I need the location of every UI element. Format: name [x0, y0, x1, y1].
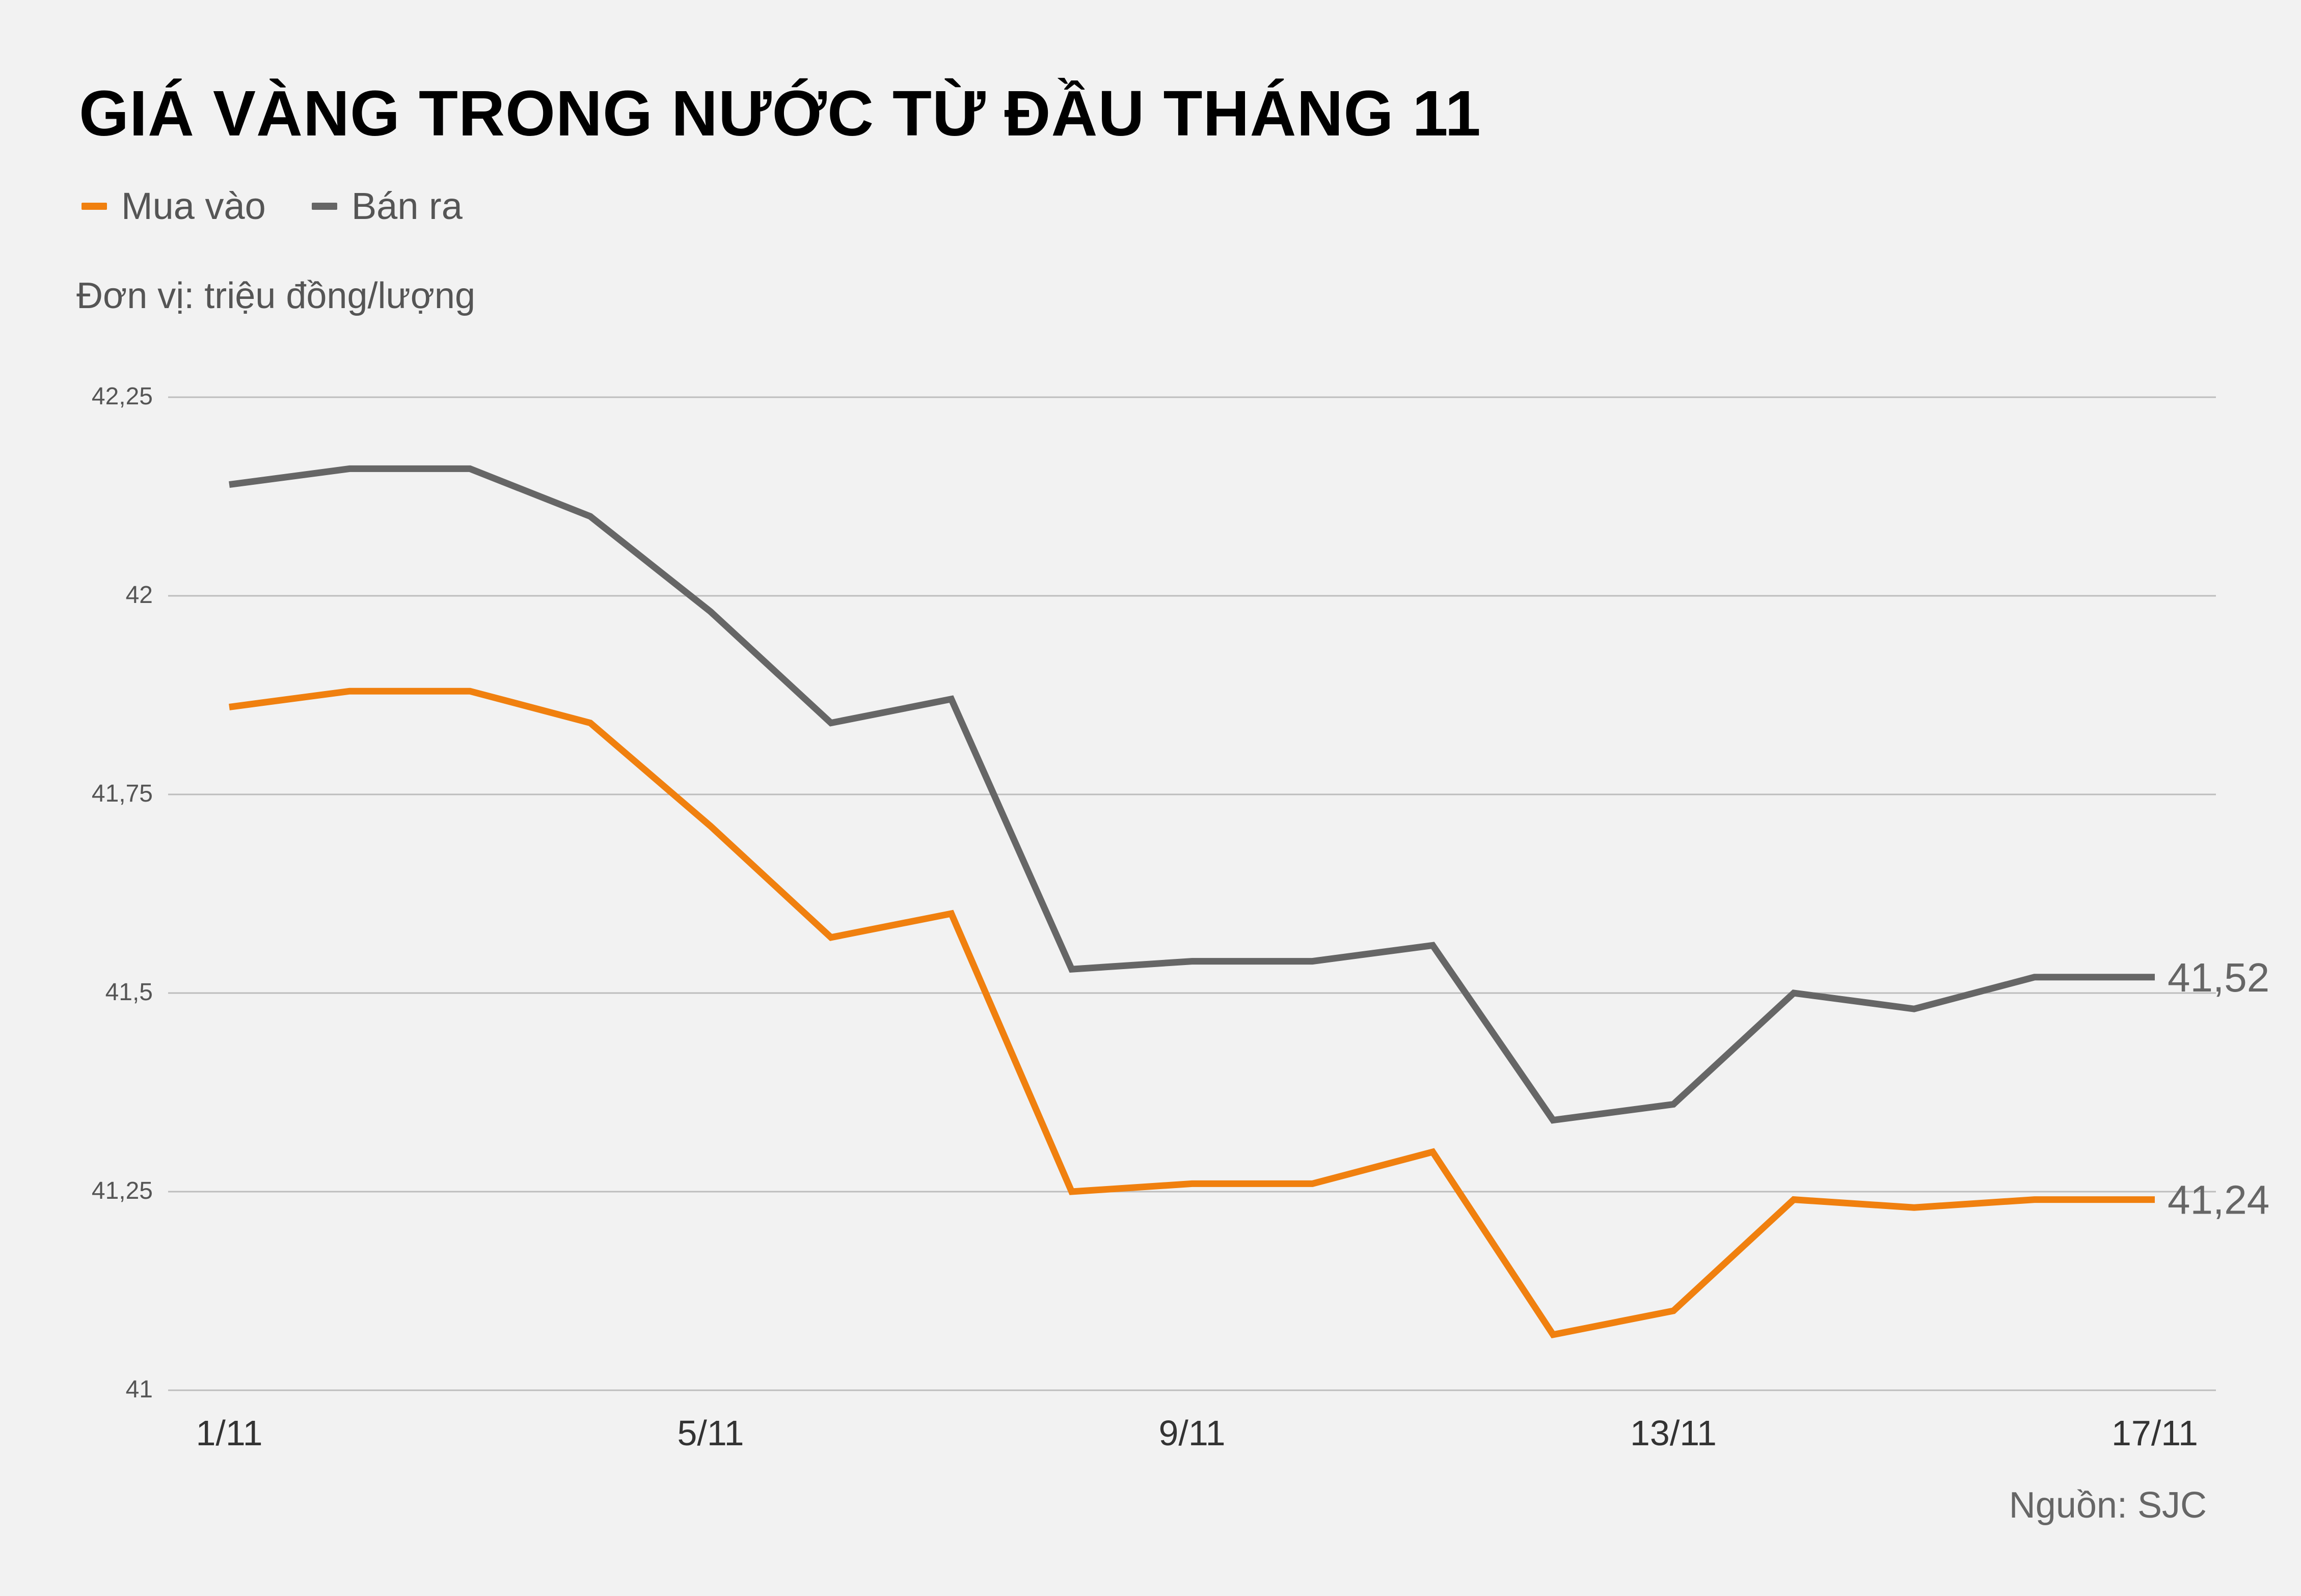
y-tick-label: 42,25 — [92, 383, 153, 410]
data-point — [828, 720, 834, 726]
y-tick-label: 42 — [126, 582, 153, 609]
data-point — [1791, 990, 1797, 996]
legend-swatch-sell — [311, 202, 337, 210]
data-point — [587, 513, 593, 519]
data-point — [467, 688, 473, 694]
data-point — [346, 465, 353, 472]
legend-label-buy: Mua vào — [121, 185, 266, 227]
data-point — [2032, 974, 2038, 980]
data-point — [1550, 1117, 1556, 1123]
data-point — [1911, 1204, 1917, 1210]
x-tick-label: 5/11 — [677, 1413, 744, 1453]
legend: Mua vào Bán ra — [82, 184, 508, 228]
y-tick-label: 41,25 — [92, 1177, 153, 1204]
legend-label-sell: Bán ra — [351, 185, 463, 227]
data-point — [1791, 1197, 1797, 1203]
y-tick-label: 41,5 — [105, 979, 153, 1006]
end-value-label: 41,24 — [2168, 1177, 2269, 1223]
data-point — [2032, 1197, 2038, 1203]
data-point — [708, 823, 714, 829]
chart-title: GIÁ VÀNG TRONG NƯỚC TỪ ĐẦU THÁNG 11 — [79, 77, 1481, 149]
unit-label: Đơn vị: triệu đồng/lượng — [76, 276, 475, 316]
y-tick-label: 41,75 — [92, 780, 153, 807]
data-point — [1550, 1332, 1556, 1338]
data-point — [1309, 958, 1315, 965]
x-tick-label: 13/11 — [1630, 1413, 1717, 1453]
data-point — [1069, 1189, 1075, 1195]
data-point — [949, 911, 955, 917]
data-point — [1430, 942, 1436, 948]
data-point — [1911, 1006, 1917, 1012]
source-label: Nguồn: SJC — [2009, 1485, 2207, 1526]
data-point — [1309, 1180, 1315, 1187]
data-point — [226, 482, 232, 488]
data-point — [1670, 1308, 1676, 1314]
data-point — [1670, 1101, 1676, 1107]
data-point — [1430, 1149, 1436, 1155]
x-tick-label: 9/11 — [1158, 1413, 1225, 1453]
end-value-label: 41,52 — [2168, 955, 2269, 1000]
series-line-0 — [229, 687, 2155, 1339]
series-line-1 — [229, 465, 2155, 1124]
data-point — [708, 609, 714, 615]
data-point — [2152, 974, 2158, 980]
y-tick-label: 41 — [126, 1376, 153, 1403]
x-tick-label: 1/11 — [196, 1413, 262, 1453]
data-point — [346, 688, 353, 694]
data-point — [1189, 958, 1195, 965]
data-point — [226, 704, 232, 710]
legend-item-sell: Bán ra — [311, 184, 463, 228]
data-point — [949, 696, 955, 702]
x-tick-label: 17/11 — [2111, 1413, 2198, 1453]
data-point — [1189, 1180, 1195, 1187]
legend-item-buy: Mua vào — [82, 184, 266, 228]
data-point — [467, 465, 473, 472]
data-point — [828, 934, 834, 941]
data-point — [1069, 966, 1075, 972]
data-point — [2152, 1197, 2158, 1203]
legend-swatch-buy — [82, 202, 107, 210]
data-point — [587, 720, 593, 726]
